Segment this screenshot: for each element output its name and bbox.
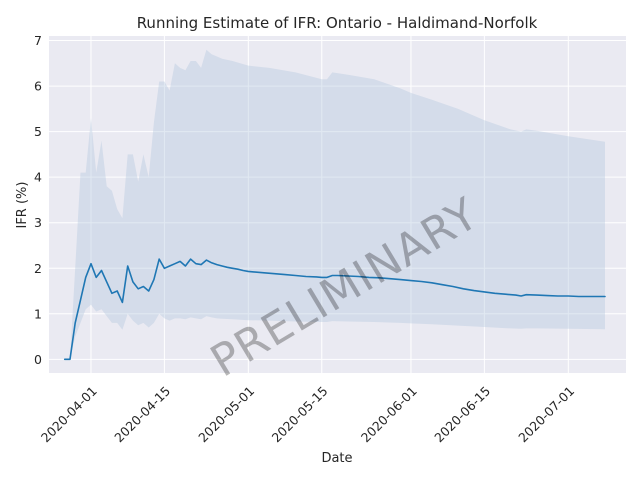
y-tick-label: 7	[34, 33, 42, 48]
x-tick-labels: 2020-04-01 2020-04-15 2020-05-01 2020-05-15…	[38, 383, 577, 445]
x-tick-label: 2020-04-01	[38, 383, 100, 445]
y-tick-label: 6	[34, 79, 42, 94]
y-tick-labels: 0 1 2 3 4 5 6 7	[34, 33, 42, 367]
y-tick-label: 0	[34, 352, 42, 367]
ifr-series	[63, 258, 606, 361]
y-axis-label: IFR (%)	[15, 182, 30, 229]
y-tick-label: 2	[34, 261, 42, 276]
confidence-band	[70, 49, 605, 360]
x-tick-label: 2020-05-01	[195, 383, 257, 445]
confidence-band-area	[70, 49, 605, 360]
y-tick-label: 5	[34, 124, 42, 139]
chart-title: Running Estimate of IFR: Ontario - Haldi…	[137, 14, 538, 32]
y-tick-label: 4	[34, 170, 42, 185]
x-tick-label: 2020-07-01	[515, 383, 577, 445]
ifr-line	[63, 258, 606, 361]
x-tick-label: 2020-06-01	[358, 383, 420, 445]
x-tick-label: 2020-04-15	[111, 383, 173, 445]
x-axis-label: Date	[321, 451, 352, 466]
grid-lines	[49, 36, 626, 373]
x-tick-label: 2020-06-15	[431, 383, 493, 445]
y-tick-label: 1	[34, 306, 42, 321]
x-tick-label: 2020-05-15	[269, 383, 331, 445]
y-tick-label: 3	[34, 215, 42, 230]
plot-background	[49, 36, 626, 373]
